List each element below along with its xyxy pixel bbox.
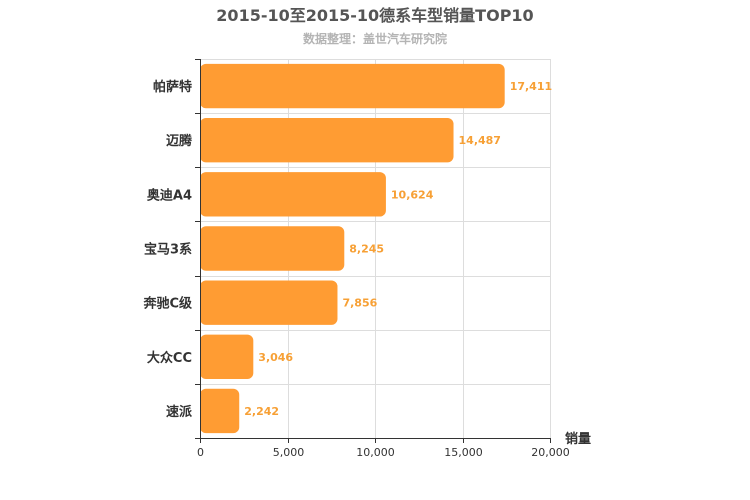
bar-value-label: 3,046	[258, 351, 293, 364]
category-label: 大众CC	[147, 350, 192, 366]
bar-value-label: 14,487	[459, 134, 501, 147]
bar-value-label: 8,245	[349, 243, 384, 256]
chart-title: 2015-10至2015-10德系车型销量TOP10	[216, 6, 533, 25]
x-tick-label: 20,000	[531, 446, 570, 459]
bar[interactable]	[200, 388, 240, 434]
category-label: 奔驰C级	[142, 296, 193, 312]
bar[interactable]	[200, 172, 386, 217]
x-tick-label: 5,000	[273, 446, 305, 459]
category-label: 帕萨特	[153, 79, 192, 95]
bars: 17,411 14,487 10,624 8,245 7,856 3,046 2,242	[200, 63, 552, 434]
bar[interactable]	[200, 280, 338, 325]
x-tick-label: 0	[197, 446, 204, 459]
bar[interactable]	[200, 334, 254, 379]
category-label: 速派	[166, 404, 193, 420]
bar-value-label: 17,411	[510, 80, 552, 93]
bar[interactable]	[200, 226, 345, 271]
category-label: 奥迪A4	[147, 187, 192, 203]
x-axis-title: 销量	[565, 431, 591, 447]
bar[interactable]	[200, 63, 505, 109]
category-label: 宝马3系	[144, 242, 192, 258]
bar-value-label: 10,624	[391, 188, 434, 201]
bar[interactable]	[200, 118, 454, 163]
bar-value-label: 2,242	[244, 405, 279, 418]
x-tick-label: 10,000	[356, 446, 395, 459]
bar-value-label: 7,856	[342, 297, 377, 310]
category-label: 迈腾	[166, 133, 193, 149]
chart-subtitle: 数据整理：盖世汽车研究院	[303, 31, 447, 46]
x-tick-label: 15,000	[444, 446, 483, 459]
